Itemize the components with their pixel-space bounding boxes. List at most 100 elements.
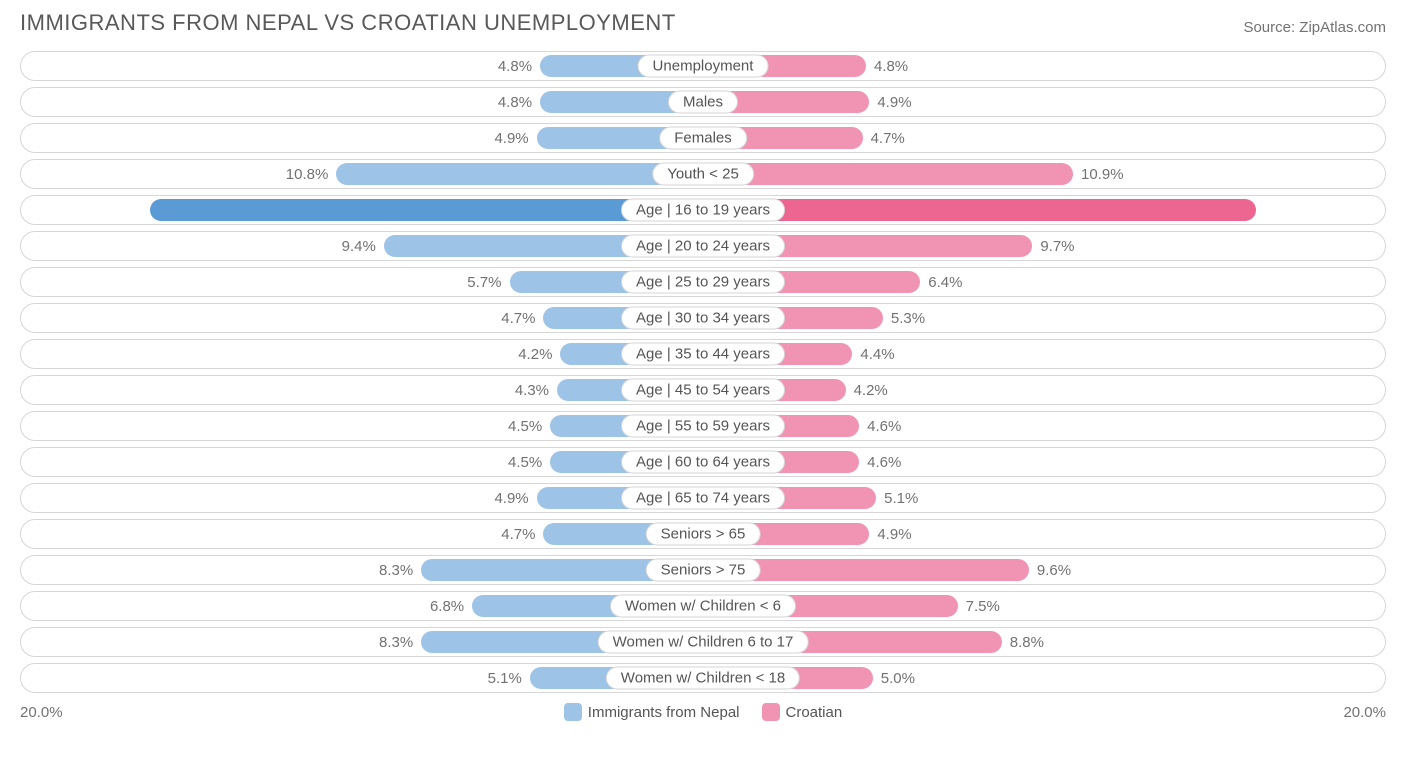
row-right-half: 4.9% [703, 91, 1382, 113]
value-left: 4.5% [508, 418, 542, 435]
value-right: 4.6% [867, 454, 901, 471]
chart-header: IMMIGRANTS FROM NEPAL VS CROATIAN UNEMPL… [10, 10, 1396, 46]
row-label: Unemployment [638, 55, 769, 78]
bar-right [703, 163, 1073, 185]
row-right-half: 7.5% [703, 595, 1382, 617]
value-right: 4.2% [854, 382, 888, 399]
value-left: 4.5% [508, 454, 542, 471]
value-right: 7.5% [966, 598, 1000, 615]
row-label: Youth < 25 [652, 163, 754, 186]
row-label: Age | 30 to 34 years [621, 307, 785, 330]
row-left-half: 6.8% [24, 595, 703, 617]
row-right-half: 9.7% [703, 235, 1382, 257]
value-left: 8.3% [379, 562, 413, 579]
row-label: Seniors > 65 [646, 523, 761, 546]
row-right-half: 4.6% [703, 415, 1382, 437]
value-left: 4.9% [494, 130, 528, 147]
row-right-half: 6.4% [703, 271, 1382, 293]
chart-source: Source: ZipAtlas.com [1243, 19, 1386, 36]
value-right: 8.8% [1010, 634, 1044, 651]
chart-row: 4.9% 5.1% Age | 65 to 74 years [20, 483, 1386, 513]
value-right: 10.9% [1081, 166, 1124, 183]
value-left: 16.3% [34, 202, 77, 219]
value-right: 4.9% [877, 94, 911, 111]
row-left-half: 4.7% [24, 523, 703, 545]
legend-swatch-right [762, 703, 780, 721]
value-right: 4.4% [860, 346, 894, 363]
axis-max-right: 20.0% [1343, 704, 1386, 721]
row-left-half: 10.8% [24, 163, 703, 185]
row-left-half: 4.5% [24, 415, 703, 437]
chart-row: 4.8%4.8%Unemployment [20, 51, 1386, 81]
row-right-half: 4.6% [703, 451, 1382, 473]
row-left-half: 4.2% [24, 343, 703, 365]
chart-title: IMMIGRANTS FROM NEPAL VS CROATIAN UNEMPL… [20, 10, 676, 36]
value-left: 4.7% [501, 526, 535, 543]
value-left: 4.8% [498, 58, 532, 75]
chart-row: 10.8% 10.9% Youth < 25 [20, 159, 1386, 189]
value-right: 5.1% [884, 490, 918, 507]
row-label: Females [659, 127, 747, 150]
value-left: 6.8% [430, 598, 464, 615]
row-left-half: 16.3% [24, 199, 703, 221]
value-left: 4.3% [515, 382, 549, 399]
legend-swatch-left [564, 703, 582, 721]
chart-row: 4.7%4.9%Seniors > 65 [20, 519, 1386, 549]
chart-row: 6.8% 7.5% Women w/ Children < 6 [20, 591, 1386, 621]
chart-area: 4.8%4.8%Unemployment4.8%4.9%Males4.9%4.7… [10, 46, 1396, 693]
row-label: Women w/ Children < 6 [610, 595, 796, 618]
value-right: 16.3% [1329, 202, 1372, 219]
row-right-half: 4.8% [703, 55, 1382, 77]
value-left: 8.3% [379, 634, 413, 651]
row-label: Age | 45 to 54 years [621, 379, 785, 402]
value-right: 4.6% [867, 418, 901, 435]
legend-label-right: Croatian [786, 704, 843, 721]
row-left-half: 4.7% [24, 307, 703, 329]
legend-item-right: Croatian [762, 703, 843, 721]
row-right-half: 4.4% [703, 343, 1382, 365]
row-left-half: 9.4% [24, 235, 703, 257]
legend-label-left: Immigrants from Nepal [588, 704, 740, 721]
row-label: Age | 60 to 64 years [621, 451, 785, 474]
value-right: 5.0% [881, 670, 915, 687]
row-right-half: 10.9% [703, 163, 1382, 185]
row-left-half: 5.7% [24, 271, 703, 293]
row-left-half: 4.8% [24, 55, 703, 77]
chart-row: 4.5% 4.6% Age | 60 to 64 years [20, 447, 1386, 477]
value-right: 4.7% [871, 130, 905, 147]
chart-row: 8.3%9.6%Seniors > 75 [20, 555, 1386, 585]
row-left-half: 4.8% [24, 91, 703, 113]
bar-right [703, 199, 1256, 221]
row-label: Age | 20 to 24 years [621, 235, 785, 258]
chart-row: 5.7%6.4%Age | 25 to 29 years [20, 267, 1386, 297]
legend-item-left: Immigrants from Nepal [564, 703, 740, 721]
row-label: Age | 65 to 74 years [621, 487, 785, 510]
row-label: Age | 35 to 44 years [621, 343, 785, 366]
row-label: Women w/ Children < 18 [606, 667, 800, 690]
row-label: Age | 16 to 19 years [621, 199, 785, 222]
chart-row: 5.1% 5.0% Women w/ Children < 18 [20, 663, 1386, 693]
value-right: 5.3% [891, 310, 925, 327]
row-right-half: 4.2% [703, 379, 1382, 401]
row-right-half: 5.0% [703, 667, 1382, 689]
bar-left [150, 199, 703, 221]
row-left-half: 4.9% [24, 487, 703, 509]
value-left: 5.7% [467, 274, 501, 291]
value-left: 4.8% [498, 94, 532, 111]
chart-row: 4.3% 4.2% Age | 45 to 54 years [20, 375, 1386, 405]
row-right-half: 9.6% [703, 559, 1382, 581]
value-left: 4.2% [518, 346, 552, 363]
chart-row: 4.5% 4.6% Age | 55 to 59 years [20, 411, 1386, 441]
row-left-half: 4.9% [24, 127, 703, 149]
chart-row: 4.2% 4.4% Age | 35 to 44 years [20, 339, 1386, 369]
row-label: Age | 55 to 59 years [621, 415, 785, 438]
chart-row: 4.8%4.9%Males [20, 87, 1386, 117]
value-left: 4.9% [494, 490, 528, 507]
value-left: 4.7% [501, 310, 535, 327]
row-right-half: 16.3% [703, 199, 1382, 221]
chart-row: 4.9% 4.7% Females [20, 123, 1386, 153]
value-left: 5.1% [488, 670, 522, 687]
chart-row: 4.7% 5.3% Age | 30 to 34 years [20, 303, 1386, 333]
chart-row: 8.3%8.8%Women w/ Children 6 to 17 [20, 627, 1386, 657]
row-right-half: 5.1% [703, 487, 1382, 509]
